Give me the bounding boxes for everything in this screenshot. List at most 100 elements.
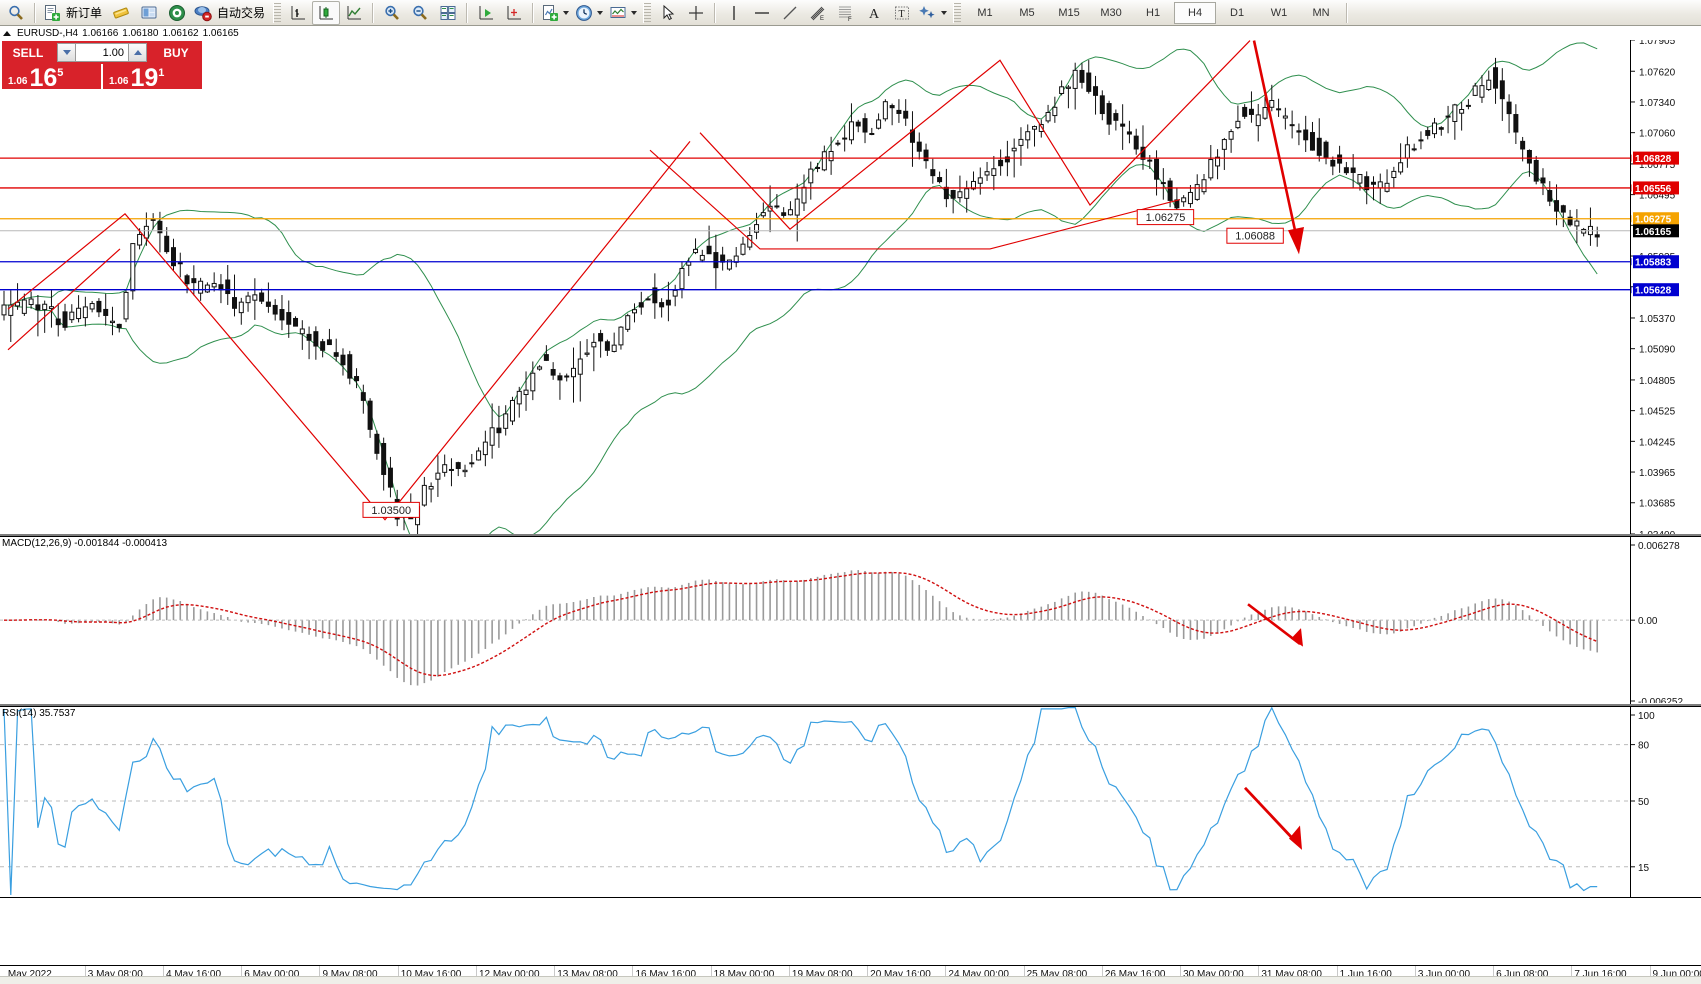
cursor-icon[interactable] (654, 1, 682, 25)
vertical-line-icon[interactable] (720, 1, 748, 25)
chevron-down-icon[interactable] (631, 10, 638, 15)
timeframe-h1[interactable]: H1 (1146, 6, 1161, 19)
volume-input[interactable]: 1.00 (76, 43, 128, 62)
trendline-icon[interactable] (776, 1, 804, 25)
chevron-down-icon[interactable] (597, 10, 604, 15)
svg-text:50: 50 (1638, 797, 1650, 808)
timeframe-d1[interactable]: D1 (1230, 6, 1245, 19)
buy-button[interactable]: BUY (150, 41, 202, 64)
svg-text:1.06556: 1.06556 (1635, 184, 1672, 195)
svg-text:E: E (820, 16, 824, 22)
indicators-icon[interactable] (538, 1, 572, 25)
terminal-icon[interactable] (135, 1, 163, 25)
svg-text:15: 15 (1638, 863, 1650, 874)
svg-text:A: A (869, 7, 880, 22)
toolbar-grip[interactable] (953, 2, 962, 23)
svg-text:0.006278: 0.006278 (1638, 541, 1680, 552)
horizontal-line-icon[interactable] (748, 1, 776, 25)
toolbar-separator (714, 2, 717, 23)
signals-icon[interactable] (163, 1, 191, 25)
templates-icon[interactable] (606, 1, 640, 25)
rsi-plot[interactable] (0, 707, 1630, 897)
buy-price-pip: 1 (158, 67, 165, 79)
crosshair-icon[interactable] (682, 1, 710, 25)
price-tick-marks: 1.07905 1.07620 1.07340 1.07060 1.06775 1.064… (1624, 40, 1679, 534)
timeframe-m15[interactable]: M15 (1058, 6, 1080, 19)
chart-shift-icon[interactable] (500, 1, 528, 25)
chart-area[interactable]: 1.03500 1.06275 1.06088 1.07905 1.07620 1.07… (0, 40, 1701, 984)
bar-chart-icon[interactable] (284, 1, 312, 25)
chevron-down-icon (62, 50, 71, 55)
price-pane[interactable]: 1.03500 1.06275 1.06088 1.07905 1.07620 1.07… (0, 40, 1701, 534)
macd-scale[interactable]: 0.006278 0.00 -0.006252 (1631, 537, 1701, 705)
svg-text:1.06828: 1.06828 (1635, 154, 1672, 165)
zoom-out-icon[interactable] (406, 1, 434, 25)
line-chart-icon[interactable] (340, 1, 368, 25)
svg-text:1.05370: 1.05370 (1639, 314, 1676, 325)
timeframe-m1[interactable]: M1 (977, 6, 993, 19)
price-scale[interactable]: 1.07905 1.07620 1.07340 1.07060 1.06775 1.064… (1624, 40, 1701, 534)
rsi-scale[interactable]: 100 80 50 15 (1631, 707, 1701, 897)
toolbar-grip[interactable] (643, 2, 652, 23)
chart-windows-icon[interactable] (434, 1, 462, 25)
new-order-label: 新订单 (66, 6, 103, 20)
timeframe-h4[interactable]: H4 (1174, 1, 1217, 24)
volume-stepper[interactable]: 1.00 (54, 41, 150, 64)
volume-decrease-button[interactable] (57, 43, 76, 62)
buy-price-main: 19 (130, 64, 159, 90)
volume-increase-button[interactable] (128, 43, 147, 62)
ohlc-close: 1.06165 (202, 28, 239, 39)
auto-trading-label: 自动交易 (217, 6, 266, 20)
svg-text:1.04245: 1.04245 (1639, 437, 1676, 448)
gold-icon[interactable] (107, 1, 135, 25)
timeframe-m30[interactable]: M30 (1100, 6, 1122, 19)
label-icon[interactable]: T (888, 1, 916, 25)
auto-scroll-icon[interactable] (472, 1, 500, 25)
new-order-button[interactable]: 新订单 (40, 1, 107, 25)
toolbar-grip[interactable] (273, 2, 282, 23)
timeframe-mn[interactable]: MN (1312, 6, 1330, 19)
horizontal-scrollbar[interactable] (0, 976, 1701, 984)
pane-divider-1[interactable] (0, 534, 1701, 536)
fibonacci-icon[interactable]: F (832, 1, 860, 25)
svg-text:1.06275: 1.06275 (1146, 212, 1186, 224)
timeframe-w1[interactable]: W1 (1270, 6, 1288, 19)
macd-axis-line (1630, 537, 1631, 705)
svg-text:1.03965: 1.03965 (1639, 468, 1676, 479)
zoom-in-icon[interactable] (378, 1, 406, 25)
rsi-title: RSI(14) 35.7537 (2, 708, 76, 719)
svg-text:-0.006252: -0.006252 (1638, 697, 1683, 703)
svg-text:1.05628: 1.05628 (1635, 286, 1672, 297)
svg-text:1.06088: 1.06088 (1235, 231, 1275, 243)
svg-text:100: 100 (1638, 711, 1655, 722)
collapse-arrow-icon[interactable] (3, 31, 11, 36)
candlestick-chart-icon[interactable] (312, 0, 341, 25)
sell-price-pip: 5 (57, 67, 64, 79)
macd-pane[interactable]: MACD(12,26,9) -0.001844 -0.000413 0.0062… (0, 536, 1701, 706)
auto-trading-button[interactable]: 自动交易 (191, 1, 270, 25)
svg-text:1.06495: 1.06495 (1639, 191, 1676, 202)
toolbar-separator (34, 2, 36, 23)
chevron-down-icon[interactable] (563, 10, 570, 15)
shapes-icon[interactable] (916, 1, 950, 25)
sell-price-display[interactable]: 1.06 16 5 (2, 64, 101, 90)
chevron-down-icon[interactable] (941, 10, 948, 15)
price-plot[interactable]: 1.03500 1.06275 1.06088 (0, 40, 1630, 534)
svg-text:1.07060: 1.07060 (1639, 129, 1676, 140)
rsi-pane[interactable]: RSI(14) 35.7537 100 80 50 15 (0, 706, 1701, 898)
svg-text:1.07340: 1.07340 (1639, 98, 1676, 109)
search-icon[interactable] (2, 1, 30, 25)
text-icon[interactable]: A (860, 1, 888, 25)
buy-price-display[interactable]: 1.06 19 1 (101, 64, 202, 89)
rsi-axis-line (1630, 707, 1631, 897)
periods-icon[interactable] (572, 1, 606, 25)
svg-text:1.04805: 1.04805 (1639, 376, 1676, 387)
sell-button[interactable]: SELL (2, 41, 54, 64)
svg-text:0.00: 0.00 (1638, 616, 1658, 627)
timeframe-m5[interactable]: M5 (1019, 6, 1035, 19)
pane-divider-2[interactable] (0, 704, 1701, 706)
equidistant-channel-icon[interactable]: E (804, 1, 832, 25)
macd-plot[interactable] (0, 537, 1630, 705)
macd-tick-marks: 0.006278 0.00 -0.006252 (1631, 541, 1683, 705)
